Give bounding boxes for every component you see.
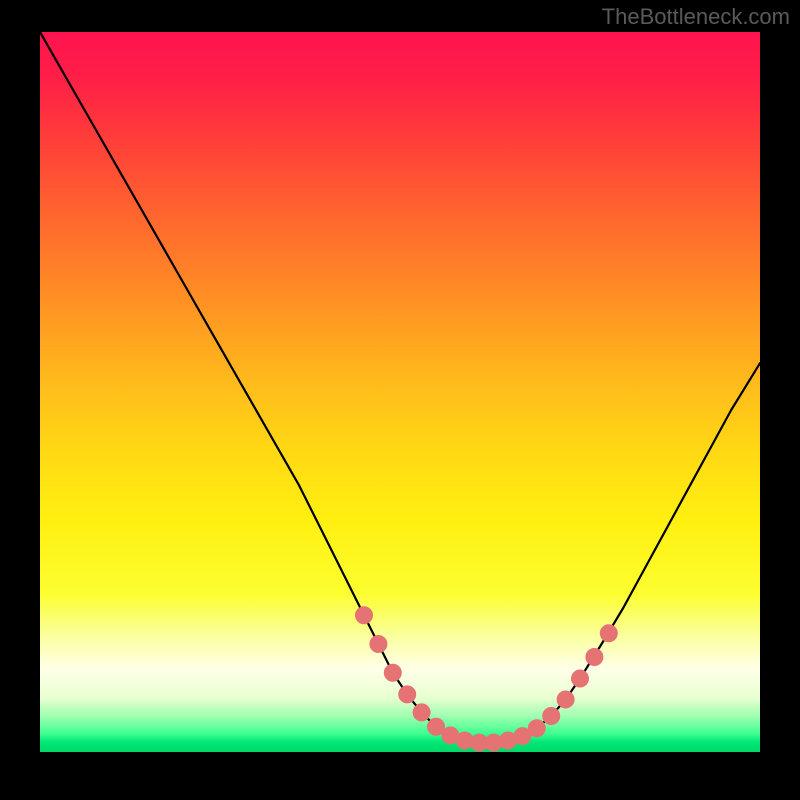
curve-marker (572, 670, 589, 687)
curve-marker (557, 691, 574, 708)
chart-frame: TheBottleneck.com (0, 0, 800, 800)
curve-marker (370, 636, 387, 653)
gradient-background (40, 32, 760, 752)
plot-area (40, 32, 760, 752)
curve-marker (528, 720, 545, 737)
curve-marker (384, 664, 401, 681)
plot-svg (40, 32, 760, 752)
curve-marker (600, 625, 617, 642)
curve-marker (413, 704, 430, 721)
curve-marker (399, 686, 416, 703)
watermark-text: TheBottleneck.com (602, 4, 790, 30)
curve-marker (543, 708, 560, 725)
curve-marker (586, 648, 603, 665)
curve-marker (356, 607, 373, 624)
